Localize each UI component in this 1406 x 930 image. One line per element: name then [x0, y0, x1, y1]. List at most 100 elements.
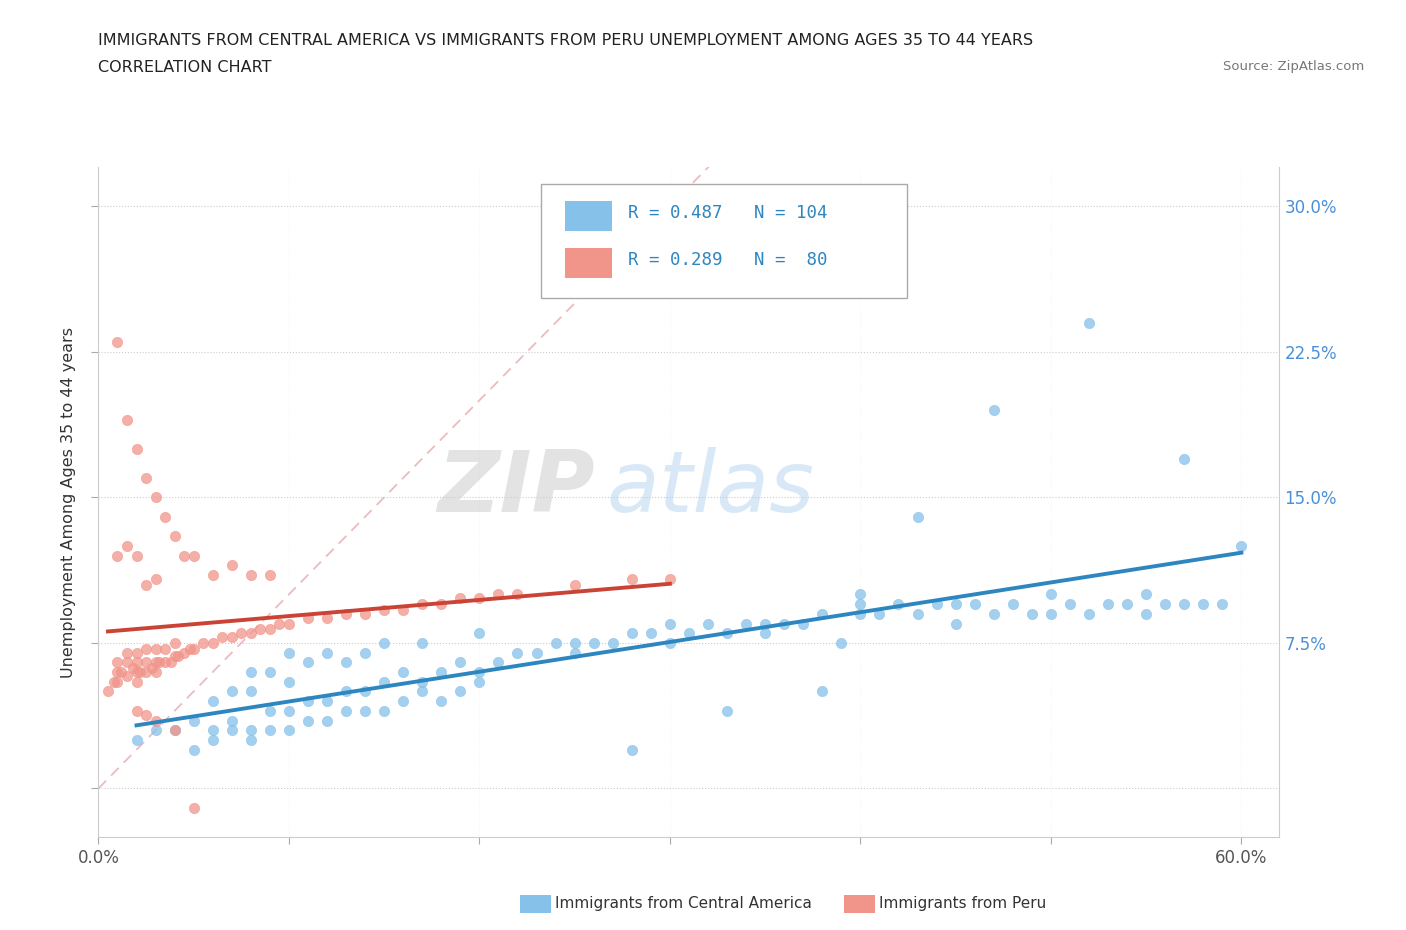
- Point: [163, 723, 186, 737]
- Point: [110, 665, 132, 680]
- Point: [564, 578, 586, 592]
- Text: Immigrants from Peru: Immigrants from Peru: [879, 897, 1046, 911]
- Point: [163, 635, 186, 650]
- Point: [125, 665, 148, 680]
- Point: [335, 655, 357, 670]
- Point: [411, 635, 433, 650]
- Point: [792, 616, 814, 631]
- Point: [1059, 597, 1081, 612]
- Point: [173, 645, 195, 660]
- Point: [716, 703, 738, 718]
- Point: [811, 684, 834, 698]
- Point: [430, 597, 453, 612]
- FancyBboxPatch shape: [565, 201, 612, 231]
- Point: [297, 655, 319, 670]
- Point: [678, 626, 700, 641]
- Point: [135, 642, 157, 657]
- Point: [488, 587, 510, 602]
- Point: [335, 606, 357, 621]
- Point: [239, 684, 262, 698]
- Point: [141, 660, 163, 675]
- Point: [167, 649, 190, 664]
- Point: [125, 655, 148, 670]
- Point: [1039, 606, 1062, 621]
- Point: [183, 642, 205, 657]
- Point: [373, 674, 395, 689]
- Point: [145, 642, 167, 657]
- Point: [316, 713, 339, 728]
- Point: [135, 665, 157, 680]
- Point: [153, 655, 176, 670]
- Point: [1021, 606, 1043, 621]
- Point: [125, 442, 148, 457]
- Point: [145, 655, 167, 670]
- Point: [754, 616, 776, 631]
- Point: [221, 558, 243, 573]
- Point: [506, 587, 529, 602]
- Point: [316, 694, 339, 709]
- Point: [107, 335, 129, 350]
- Point: [221, 713, 243, 728]
- Point: [354, 684, 377, 698]
- Point: [159, 655, 181, 670]
- Point: [506, 645, 529, 660]
- Point: [211, 630, 233, 644]
- Point: [411, 674, 433, 689]
- Point: [107, 665, 129, 680]
- Point: [135, 655, 157, 670]
- Point: [231, 626, 253, 641]
- Point: [468, 665, 491, 680]
- Point: [868, 606, 890, 621]
- Point: [392, 694, 415, 709]
- Point: [830, 635, 852, 650]
- Point: [1078, 315, 1101, 330]
- Point: [373, 635, 395, 650]
- Point: [373, 703, 395, 718]
- Point: [259, 723, 281, 737]
- Point: [925, 597, 948, 612]
- Point: [983, 606, 1005, 621]
- Point: [411, 597, 433, 612]
- Point: [640, 626, 662, 641]
- Point: [620, 571, 643, 586]
- Point: [1173, 451, 1195, 466]
- Point: [125, 674, 148, 689]
- Point: [173, 548, 195, 563]
- Point: [430, 665, 453, 680]
- Text: R = 0.289   N =  80: R = 0.289 N = 80: [627, 251, 827, 269]
- Point: [1135, 606, 1157, 621]
- Point: [620, 626, 643, 641]
- Point: [115, 412, 138, 427]
- Point: [373, 603, 395, 618]
- Text: Immigrants from Central America: Immigrants from Central America: [555, 897, 813, 911]
- Point: [754, 626, 776, 641]
- Point: [115, 645, 138, 660]
- Point: [658, 635, 681, 650]
- Point: [145, 723, 167, 737]
- Y-axis label: Unemployment Among Ages 35 to 44 years: Unemployment Among Ages 35 to 44 years: [60, 326, 76, 678]
- Point: [1097, 597, 1119, 612]
- Point: [945, 597, 967, 612]
- Point: [316, 610, 339, 625]
- Point: [97, 684, 120, 698]
- Point: [201, 635, 224, 650]
- Point: [103, 674, 125, 689]
- Point: [564, 645, 586, 660]
- Point: [249, 622, 271, 637]
- Point: [115, 538, 138, 553]
- Point: [907, 606, 929, 621]
- Point: [468, 591, 491, 605]
- Point: [269, 616, 291, 631]
- Point: [849, 597, 872, 612]
- Point: [1135, 587, 1157, 602]
- Point: [239, 626, 262, 641]
- Point: [201, 733, 224, 748]
- Point: [849, 587, 872, 602]
- Point: [239, 665, 262, 680]
- Point: [201, 567, 224, 582]
- Point: [221, 723, 243, 737]
- Point: [148, 655, 170, 670]
- Point: [153, 510, 176, 525]
- Point: [183, 713, 205, 728]
- Point: [697, 616, 720, 631]
